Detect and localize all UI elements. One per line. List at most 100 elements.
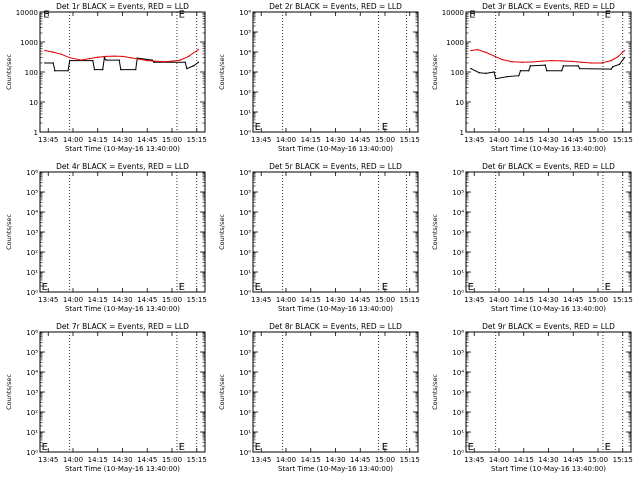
x-tick-label: 14:15	[301, 136, 321, 144]
events-series-point	[493, 71, 495, 73]
events-series-point	[197, 61, 200, 64]
y-tick-label: 10⁰	[239, 449, 251, 457]
y-tick-label: 1000	[446, 39, 464, 47]
x-tick-label: 15:00	[375, 296, 395, 304]
x-tick-label: 14:30	[112, 296, 132, 304]
y-tick-label: 10⁰	[452, 289, 464, 297]
lld-series-point	[521, 61, 523, 64]
y-tick-label: 10⁴	[452, 209, 464, 217]
y-tick-label: 10⁵	[452, 349, 464, 357]
lld-series-point	[493, 55, 495, 57]
x-tick-label: 14:00	[63, 296, 83, 304]
e-marker-label: E	[382, 442, 388, 453]
events-series-point	[192, 65, 195, 67]
events-series-point	[118, 59, 120, 61]
e-marker-label: E	[605, 442, 611, 453]
detector-panel: Det 8r BLACK = Events, RED = LLD 13:45 14:…	[218, 322, 420, 473]
detector-panel: Det 1r BLACK = Events, RED = LLD 13:45 14:…	[5, 2, 207, 153]
panel-title: Det 7r BLACK = Events, RED = LLD	[56, 322, 189, 331]
events-series-point	[519, 70, 522, 72]
y-tick-label: 10¹	[239, 109, 251, 117]
lld-series-point	[580, 61, 583, 64]
y-tick-label: 10¹	[452, 429, 464, 437]
e-marker-label: E	[255, 122, 261, 133]
lld-series-point	[501, 58, 503, 61]
lld-series-point	[105, 55, 107, 58]
x-tick-label: 14:45	[137, 456, 157, 464]
e-marker-label: E	[42, 442, 48, 453]
y-axis-label: Counts/sec	[5, 374, 13, 410]
y-tick-label: 10⁰	[239, 289, 251, 297]
x-tick-label: 14:45	[137, 296, 157, 304]
x-tick-label: 14:00	[489, 296, 509, 304]
y-tick-label: 10³	[452, 389, 464, 397]
y-tick-label: 1	[34, 129, 38, 137]
panel-title: Det 5r BLACK = Events, RED = LLD	[269, 162, 402, 171]
x-tick-label: 14:30	[538, 136, 558, 144]
x-tick-label: 14:15	[88, 296, 108, 304]
x-tick-label: 14:00	[276, 456, 296, 464]
y-tick-label: 10⁵	[239, 349, 251, 357]
plot-frame	[39, 331, 206, 453]
y-tick-label: 10¹	[452, 269, 464, 277]
lld-series-point	[130, 56, 132, 59]
y-axis-label: Counts/sec	[431, 214, 439, 250]
x-tick-label: 14:15	[88, 456, 108, 464]
e-marker-label: E	[605, 282, 611, 293]
y-tick-label: 10²	[452, 409, 464, 417]
plot-frame	[252, 171, 419, 293]
lld-series-point	[617, 56, 619, 58]
x-tick-label: 14:45	[350, 456, 370, 464]
events-series-point	[93, 68, 96, 71]
events-series-point	[577, 65, 579, 67]
x-tick-label: 14:00	[276, 296, 296, 304]
y-axis-label: Counts/sec	[218, 374, 226, 410]
events-series-point	[105, 59, 107, 61]
y-tick-label: 1	[460, 129, 464, 137]
events-series-point	[618, 63, 621, 66]
y-tick-label: 10²	[26, 409, 38, 417]
y-tick-label: 10⁰	[26, 289, 38, 297]
lld-series-point	[44, 49, 46, 52]
x-tick-label: 13:45	[251, 456, 271, 464]
e-marker-label: E	[42, 282, 48, 293]
y-tick-label: 10²	[26, 249, 38, 257]
y-tick-label: 10⁴	[239, 209, 251, 217]
x-axis-label: Start Time (10-May-16 13:40:00)	[278, 465, 393, 473]
e-marker-label: E	[605, 9, 611, 20]
x-tick-label: 15:00	[162, 296, 182, 304]
plot-frame	[465, 11, 632, 133]
events-series-point	[562, 65, 565, 67]
lld-series-point	[97, 56, 99, 58]
y-axis-label: Counts/sec	[5, 54, 13, 90]
y-tick-label: 100	[25, 69, 38, 77]
e-marker-label: E	[43, 9, 49, 20]
x-axis-label: Start Time (10-May-16 13:40:00)	[491, 465, 606, 473]
plot-frame	[39, 11, 206, 133]
events-series-point	[544, 64, 546, 66]
y-tick-label: 10¹	[239, 269, 251, 277]
lld-series-point	[88, 57, 91, 60]
x-tick-label: 13:45	[464, 296, 484, 304]
y-tick-label: 10⁴	[452, 369, 464, 377]
events-series-point	[44, 62, 46, 64]
x-axis-label: Start Time (10-May-16 13:40:00)	[278, 145, 393, 153]
x-tick-label: 15:00	[588, 296, 608, 304]
y-tick-label: 10²	[239, 409, 251, 417]
x-tick-label: 14:15	[514, 296, 534, 304]
panel-title: Det 1r BLACK = Events, RED = LLD	[56, 2, 189, 11]
x-tick-label: 13:45	[464, 136, 484, 144]
events-series-point	[69, 59, 71, 62]
y-tick-label: 10²	[239, 89, 251, 97]
events-series-line	[470, 57, 625, 80]
y-tick-label: 10⁰	[239, 129, 251, 137]
e-marker-label: E	[179, 282, 185, 293]
events-series-point	[135, 68, 137, 71]
y-tick-label: 10³	[452, 229, 464, 237]
lld-series-point	[179, 59, 181, 61]
events-series-point	[120, 68, 122, 71]
lld-series-point	[171, 60, 173, 62]
events-series-point	[495, 77, 497, 80]
x-tick-label: 14:30	[325, 456, 345, 464]
x-tick-label: 15:00	[588, 456, 608, 464]
